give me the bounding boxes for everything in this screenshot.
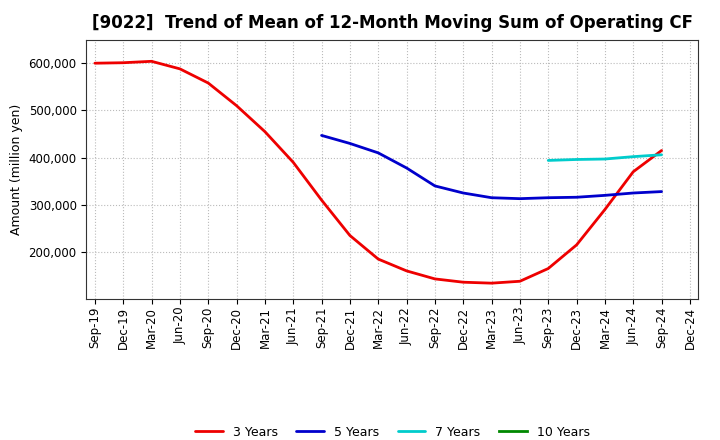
Line: 5 Years: 5 Years (322, 136, 662, 199)
3 Years (176, 66, 184, 72)
Legend: 3 Years, 5 Years, 7 Years, 10 Years: 3 Years, 5 Years, 7 Years, 10 Years (190, 421, 595, 440)
5 Years (431, 183, 439, 189)
3 Years (148, 59, 156, 64)
3 Years (261, 129, 269, 134)
5 Years (459, 191, 467, 196)
5 Years (600, 193, 609, 198)
3 Years (657, 148, 666, 153)
5 Years (629, 191, 637, 196)
Title: [9022]  Trend of Mean of 12-Month Moving Sum of Operating CF: [9022] Trend of Mean of 12-Month Moving … (92, 15, 693, 33)
3 Years (487, 281, 496, 286)
3 Years (289, 160, 297, 165)
5 Years (318, 133, 326, 138)
7 Years (572, 157, 581, 162)
5 Years (402, 165, 411, 171)
3 Years (600, 207, 609, 212)
7 Years (657, 152, 666, 158)
5 Years (572, 194, 581, 200)
Line: 7 Years: 7 Years (548, 155, 662, 161)
5 Years (346, 141, 354, 146)
3 Years (233, 103, 241, 108)
Y-axis label: Amount (million yen): Amount (million yen) (10, 104, 23, 235)
3 Years (91, 61, 99, 66)
5 Years (374, 150, 382, 155)
5 Years (657, 189, 666, 194)
3 Years (318, 198, 326, 203)
3 Years (572, 242, 581, 248)
3 Years (516, 279, 524, 284)
3 Years (544, 266, 552, 271)
Line: 3 Years: 3 Years (95, 61, 662, 283)
3 Years (629, 169, 637, 174)
5 Years (516, 196, 524, 202)
7 Years (600, 156, 609, 161)
3 Years (459, 279, 467, 285)
3 Years (119, 60, 127, 66)
3 Years (402, 268, 411, 274)
3 Years (346, 233, 354, 238)
5 Years (544, 195, 552, 200)
3 Years (374, 257, 382, 262)
3 Years (431, 276, 439, 282)
7 Years (544, 158, 552, 163)
5 Years (487, 195, 496, 200)
3 Years (204, 81, 212, 86)
7 Years (629, 154, 637, 159)
